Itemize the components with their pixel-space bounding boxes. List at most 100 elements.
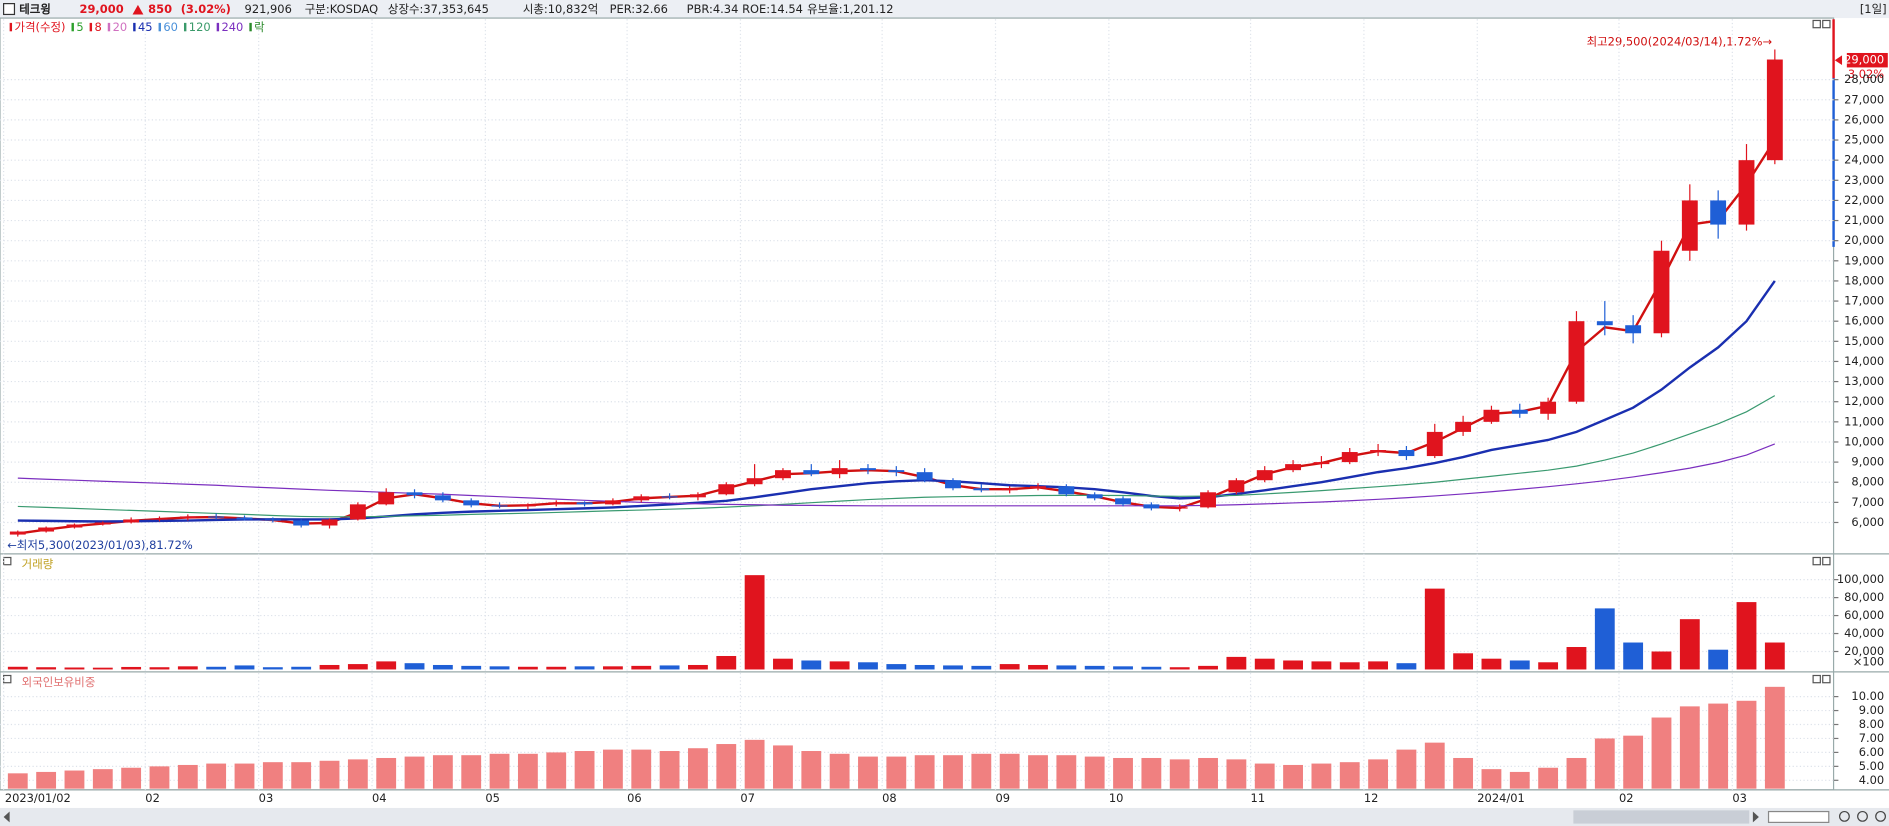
candle-body [604, 500, 621, 505]
legend-label: 60 [163, 20, 178, 34]
bar [1708, 703, 1729, 789]
legend-label: 8 [94, 20, 101, 34]
up-arrow [132, 4, 144, 15]
bar [206, 763, 227, 789]
bar [1453, 757, 1474, 789]
bar [1254, 763, 1275, 789]
bar [943, 665, 963, 670]
candle-body [1285, 464, 1302, 471]
bar [1113, 666, 1133, 670]
panel-button[interactable] [1812, 556, 1821, 566]
bar [1141, 757, 1162, 789]
last-change-label: 3.02% [1848, 67, 1884, 81]
bar [206, 666, 227, 670]
bar [517, 753, 538, 789]
candle-body [973, 488, 990, 491]
y-tick-label: 11,000 [1844, 414, 1884, 428]
bar [1538, 662, 1559, 670]
bar [1028, 755, 1048, 789]
legend-swatch [249, 22, 252, 32]
candle-body [831, 468, 848, 475]
stock-name: 테크윙 [19, 2, 51, 16]
last-price-pointer [1834, 55, 1843, 66]
x-tick-label: 10 [1109, 791, 1124, 805]
bar [999, 664, 1020, 670]
panel-button[interactable] [3, 674, 12, 684]
stock-change-pct: (3.02%) [181, 2, 231, 16]
panel-button[interactable] [1812, 674, 1821, 684]
bar [773, 745, 793, 789]
y-tick-label: 9.00 [1859, 703, 1884, 717]
bar [1509, 660, 1530, 670]
legend-swatch [71, 22, 74, 32]
x-tick-label: 08 [882, 791, 897, 805]
bar [773, 658, 793, 670]
bar [1736, 700, 1757, 789]
bar [489, 666, 510, 670]
candle-body [1228, 480, 1245, 493]
candle-body [860, 468, 876, 471]
y-tick-label: 12,000 [1844, 394, 1884, 408]
bar [1481, 769, 1502, 789]
legend-swatch [216, 22, 220, 32]
scroll-left[interactable] [3, 811, 10, 823]
legend-label: 45 [138, 20, 153, 34]
header-info: ROE:14.54 [742, 2, 803, 16]
bar [1283, 764, 1303, 789]
bar [546, 752, 567, 789]
candle-body [123, 519, 140, 523]
period-selector[interactable]: [1일] [1860, 2, 1887, 16]
scroll-right[interactable] [1752, 811, 1759, 823]
panel-button[interactable] [1812, 19, 1821, 29]
bar [121, 767, 142, 789]
bar [1764, 642, 1785, 670]
bar [461, 665, 482, 670]
zoom-slider[interactable] [1767, 810, 1830, 823]
header-icon[interactable] [3, 3, 16, 16]
panel-button[interactable] [1822, 556, 1831, 566]
foreign-title: 외국인보유비중 [22, 675, 96, 689]
bar [461, 755, 482, 789]
zoom-out[interactable] [1857, 810, 1868, 822]
scrollbar[interactable] [0, 807, 1889, 826]
legend-label: 20 [113, 20, 128, 34]
x-tick-label: 04 [372, 791, 387, 805]
bar [376, 757, 397, 789]
bar [1651, 717, 1672, 789]
bar [744, 739, 765, 789]
bar [971, 753, 992, 789]
y-tick-label: 20,000 [1844, 233, 1884, 247]
y-tick-label: 25,000 [1844, 133, 1884, 147]
bar [1679, 619, 1700, 670]
x-tick-label: 2023/01/02 [5, 791, 71, 805]
y-tick-label: 40,000 [1844, 626, 1884, 640]
panel-button[interactable] [1822, 19, 1831, 29]
legend-swatch [9, 22, 13, 32]
bar [999, 753, 1020, 789]
bar [1226, 759, 1247, 789]
bar [1056, 755, 1077, 789]
zoom-in[interactable] [1839, 810, 1850, 822]
scroll-thumb[interactable] [1573, 810, 1750, 824]
x-tick-label: 11 [1251, 791, 1266, 805]
panel-button[interactable] [1822, 674, 1831, 684]
zoom-reset[interactable] [1875, 810, 1886, 822]
y-tick-label: 20,000 [1844, 644, 1884, 658]
bar [1056, 665, 1077, 670]
candle-body [803, 470, 820, 475]
legend-label: 120 [189, 20, 211, 34]
last-price-box [1846, 52, 1888, 68]
candle-body [1313, 462, 1330, 465]
candle-body [1370, 450, 1387, 453]
bar [631, 749, 652, 789]
candle-body [1143, 504, 1160, 509]
legend-label: 가격(수정) [14, 20, 65, 34]
bar [489, 753, 510, 789]
candle-body [1766, 59, 1783, 161]
bar [829, 661, 850, 670]
panel-button[interactable] [3, 556, 12, 566]
y-tick-label: 6.00 [1859, 745, 1884, 759]
header-info: PER:32.66 [610, 2, 668, 16]
panel-buttons [3, 19, 1831, 684]
